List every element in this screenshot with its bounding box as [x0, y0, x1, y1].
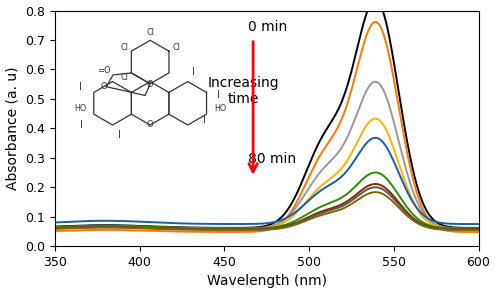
Text: Increasing
time: Increasing time [207, 76, 279, 106]
Y-axis label: Absorbance (a. u): Absorbance (a. u) [5, 67, 19, 190]
X-axis label: Wavelength (nm): Wavelength (nm) [207, 274, 327, 288]
Text: 80 min: 80 min [248, 152, 296, 166]
Text: 0 min: 0 min [248, 20, 287, 34]
